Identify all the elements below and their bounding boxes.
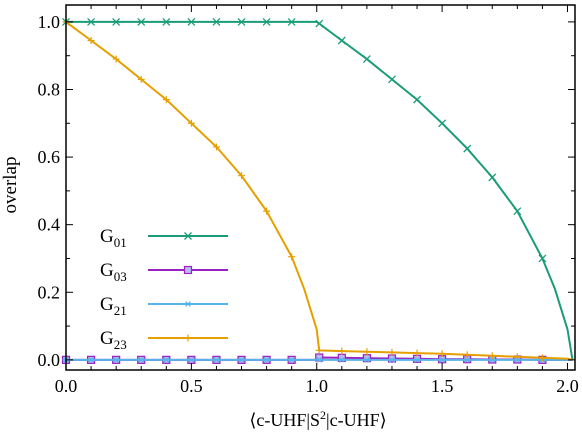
series-g01-point (112, 17, 121, 26)
series-g21-point (187, 356, 195, 363)
series-g23-point (363, 348, 371, 356)
series-g21-point (137, 356, 145, 363)
series-g23-point (137, 75, 145, 83)
series-g23-point (413, 349, 421, 357)
series-g23-point (388, 348, 396, 356)
series-g01-point (337, 36, 346, 45)
series-g01-line (66, 20, 574, 361)
series-g01-point (538, 254, 547, 263)
series-g23-point (112, 55, 120, 63)
series-g01-point (87, 17, 96, 26)
series-g21-point (263, 356, 271, 363)
y-tick-label: 0.4 (38, 215, 61, 235)
series-g21-point (438, 356, 446, 363)
series-g21-point (463, 356, 471, 363)
series-g03-point (387, 354, 397, 363)
series-g01-point (137, 17, 146, 26)
series-g01-point (513, 207, 522, 216)
x-tick-label: 1.5 (431, 376, 454, 396)
series-g23-point (488, 352, 496, 360)
series-g23-point (187, 119, 195, 127)
series-g21-point (238, 356, 246, 363)
series-g21-point (162, 356, 170, 363)
series-g21-point (413, 356, 421, 363)
y-tick-label: 0.2 (38, 282, 61, 302)
legend-marker-g03 (183, 265, 193, 275)
series-g23-point (212, 143, 220, 151)
y-tick-label: 0.6 (38, 147, 61, 167)
series-g23-point (463, 351, 471, 359)
series-g01-point (162, 17, 171, 26)
series-g23-point (315, 346, 323, 354)
series-g21-point (315, 356, 323, 363)
x-tick-label: 2.0 (556, 376, 579, 396)
x-tick-label: 0.5 (180, 376, 203, 396)
x-tick-label: 0.0 (55, 376, 78, 396)
series-g21-point (212, 356, 220, 363)
series-g21-point (112, 356, 120, 363)
series-g23-point (538, 354, 546, 362)
series-g23-point (87, 36, 95, 44)
series-g01-point (287, 17, 296, 26)
series-g23-point (263, 207, 271, 215)
y-tick-label: 1.0 (38, 12, 61, 32)
series-g21-point (388, 356, 396, 363)
y-tick-label: 0.8 (38, 79, 61, 99)
legend-marker-g23 (184, 334, 192, 342)
series-g23-point (438, 350, 446, 358)
series-g01-point (187, 17, 196, 26)
legend-marker-g01 (184, 232, 192, 240)
series-g01-point (262, 17, 271, 26)
series-g23-point (162, 96, 170, 104)
series-g01-point (388, 75, 396, 84)
series-g21-point (488, 356, 496, 363)
series-g01-point (413, 95, 421, 104)
plot-frame (65, 4, 576, 371)
legend-label-g23: G23 (100, 328, 127, 352)
series-g23-point (238, 172, 246, 180)
series-g01-point (438, 119, 447, 128)
series-g23-point (338, 347, 346, 355)
series-g01-point (463, 144, 472, 153)
legend-label-g01: G01 (100, 226, 127, 250)
y-axis-label: overlap (0, 157, 21, 214)
series-g01-point (212, 17, 221, 26)
series-g23-point (288, 253, 296, 261)
x-tick-label: 1.0 (305, 376, 328, 396)
series-g01-point (362, 55, 371, 64)
plot-layer (61, 17, 574, 364)
x-axis-label: ⟨c-UHF|S2|c-UHF⟩ (249, 408, 386, 430)
series-g21-point (338, 356, 346, 363)
series-g01-point (488, 173, 497, 182)
series-g03-point (315, 353, 324, 362)
legend: G01 G03 G21 G23 (100, 226, 228, 352)
axes-layer: 0.0 0.5 1.0 1.5 2.0 0.0 0.2 0.4 0.6 0.8 1.0 (38, 4, 579, 396)
legend-label-g21: G21 (100, 294, 127, 318)
series-g21-point (87, 356, 95, 363)
series-g01-point (237, 17, 246, 26)
series-g23-point (513, 353, 521, 361)
series-g21-point (363, 356, 371, 363)
series-g01-point (315, 19, 324, 28)
legend-marker-g21 (184, 301, 192, 307)
y-tick-label: 0.0 (38, 350, 61, 370)
series-g21-point (288, 356, 296, 363)
series-g23-line (65, 21, 573, 361)
legend-label-g03: G03 (100, 260, 127, 284)
